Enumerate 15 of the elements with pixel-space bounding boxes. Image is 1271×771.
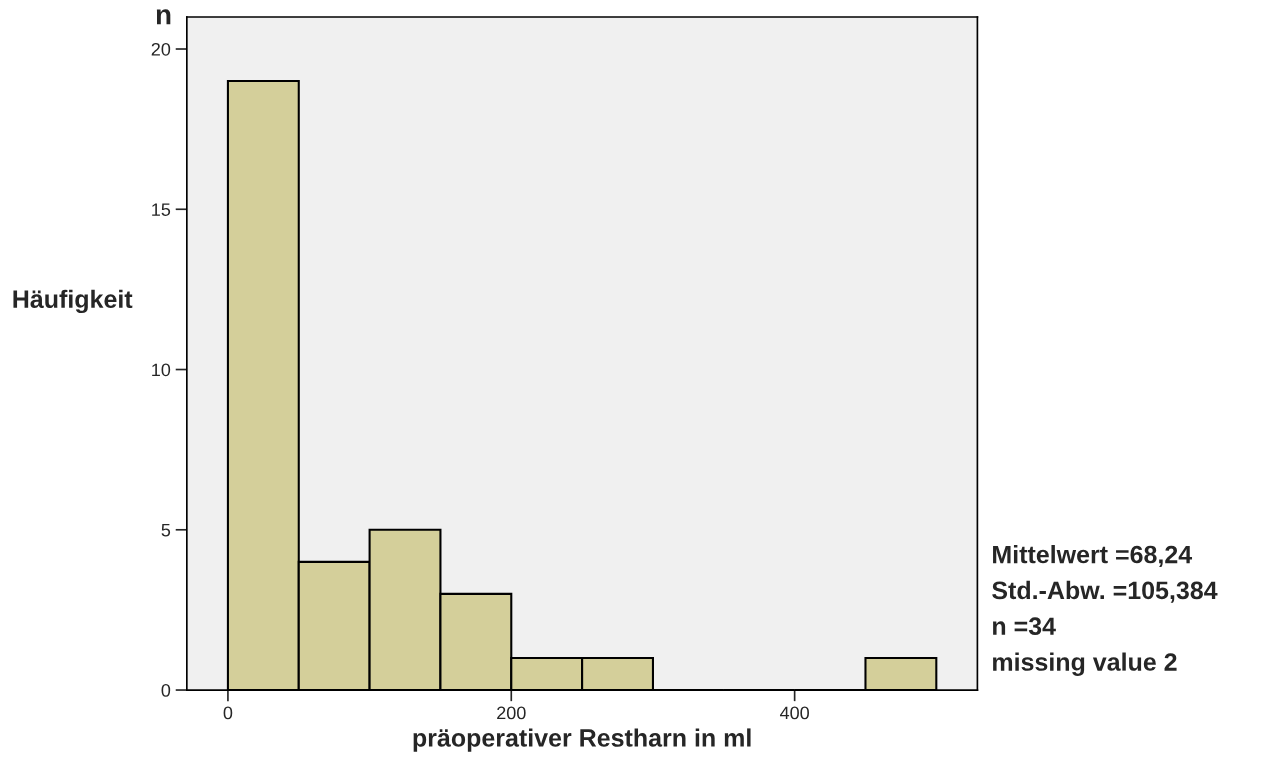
y-axis-title: Häufigkeit	[13, 289, 133, 314]
text: n	[156, 9, 171, 25]
y-tick-label: 5	[161, 523, 171, 537]
text: Std.-Abw. =105,384	[992, 580, 1218, 603]
x-tick-label: 200	[497, 706, 526, 720]
y-tick-label: 20	[151, 42, 171, 56]
text: n =34	[993, 617, 1056, 636]
text: Mittelwert =68,24	[993, 545, 1193, 567]
x-tick-label: 400	[779, 706, 809, 720]
text: missing value 2	[993, 652, 1177, 676]
y-tick-label: 10	[152, 363, 171, 377]
y-tick-label: 0	[161, 683, 171, 697]
y-tick-label: 15	[152, 203, 171, 216]
x-tick-label: 0	[223, 706, 233, 720]
x-axis-title: präoperativer Restharn in ml	[413, 728, 751, 752]
